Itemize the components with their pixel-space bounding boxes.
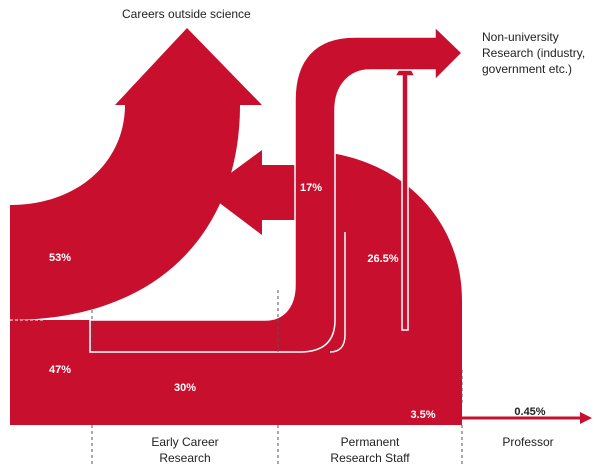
percent: 53% bbox=[49, 252, 71, 264]
flow-leaving-arrow bbox=[205, 150, 305, 235]
label: Careers outside science bbox=[122, 7, 251, 21]
stage-label: Early Career bbox=[151, 435, 218, 449]
stage-label: Research bbox=[159, 451, 210, 465]
stage-label: Research Staff bbox=[330, 451, 410, 465]
separator bbox=[329, 232, 346, 353]
flow-to-industry bbox=[89, 25, 464, 353]
label: Non-university bbox=[482, 30, 559, 44]
percent: 0.45% bbox=[514, 406, 545, 418]
percent: 17% bbox=[300, 182, 322, 194]
stage-label: Permanent bbox=[341, 435, 400, 449]
label: Research (industry, bbox=[482, 46, 585, 60]
flow-careers-outside bbox=[10, 28, 262, 320]
percent: 3.5% bbox=[410, 409, 435, 421]
percent: 30% bbox=[174, 382, 196, 394]
flow-main bbox=[10, 150, 462, 425]
percent: 47% bbox=[49, 364, 71, 376]
label: government etc.) bbox=[482, 62, 572, 76]
arrow-head bbox=[580, 412, 592, 424]
flow-professor bbox=[385, 405, 462, 425]
stage-label: Professor bbox=[502, 435, 553, 449]
percent: 26.5% bbox=[367, 253, 398, 265]
